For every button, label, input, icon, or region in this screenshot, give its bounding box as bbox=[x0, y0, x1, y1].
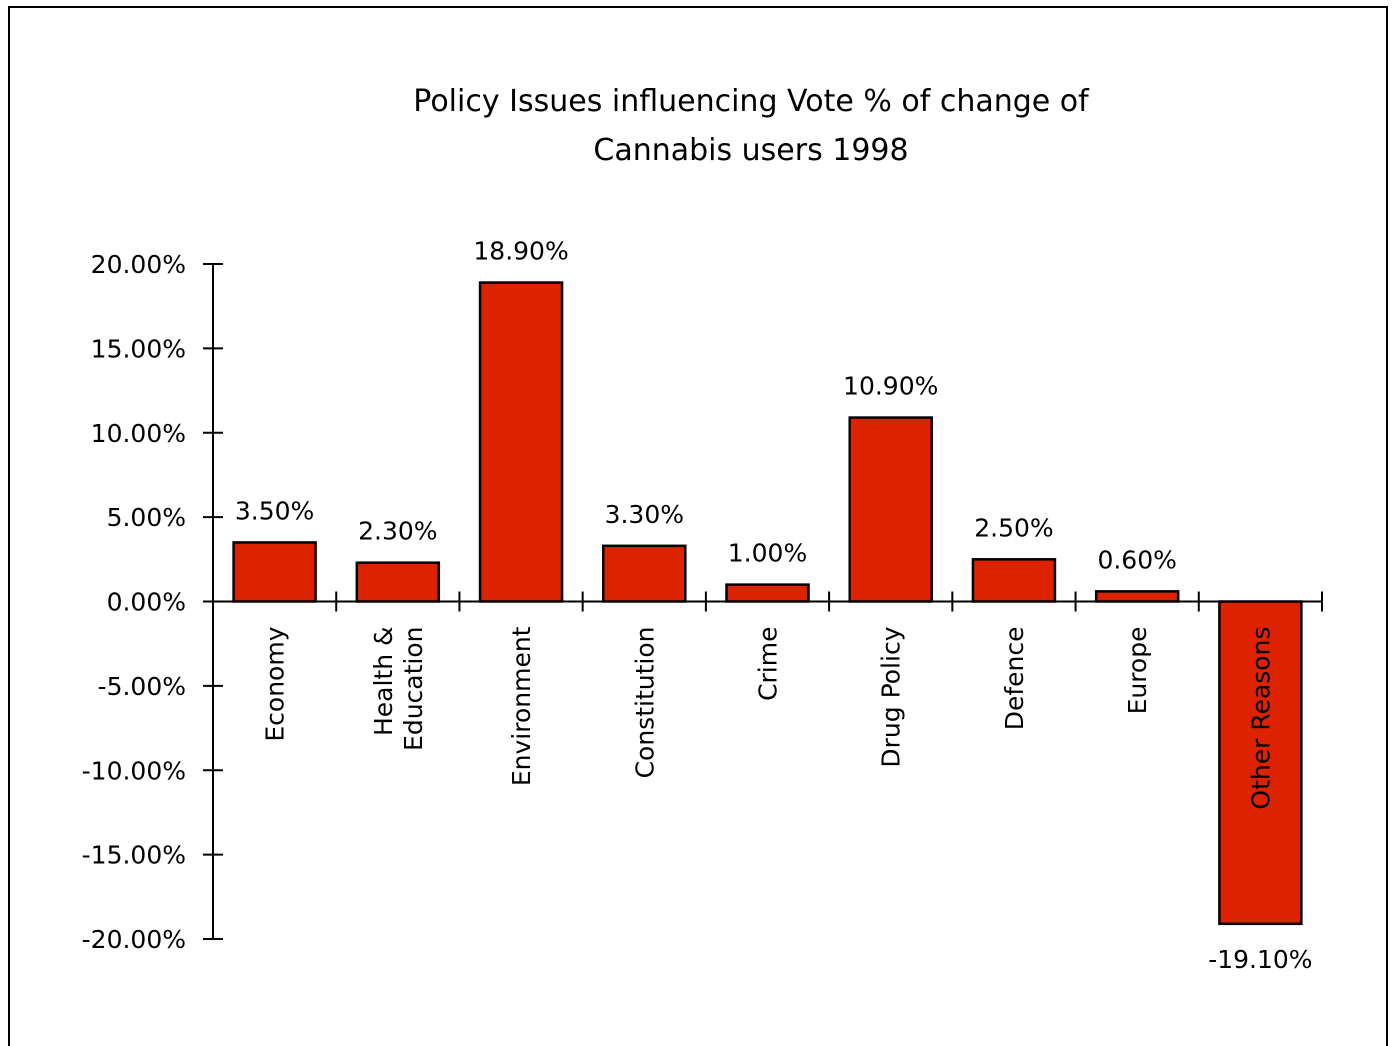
x-axis: Economy Health & Education Environment Const… bbox=[213, 591, 1323, 810]
x-category-label: Defence bbox=[1000, 627, 1029, 731]
bar bbox=[1094, 590, 1180, 603]
y-tick-label: 15.00% bbox=[91, 334, 186, 363]
chart-title: Policy Issues influencing Vote % of chan… bbox=[413, 84, 1090, 168]
data-label: 3.50% bbox=[235, 496, 314, 525]
x-category-label: Education bbox=[399, 627, 428, 751]
data-label: -19.10% bbox=[1208, 945, 1312, 974]
x-category-label: Economy bbox=[261, 626, 290, 741]
bar bbox=[478, 281, 564, 603]
bar bbox=[602, 544, 687, 603]
chart-title-line: Policy Issues influencing Vote % of chan… bbox=[413, 84, 1090, 119]
data-label: 2.30% bbox=[358, 517, 437, 546]
y-tick-label: -20.00% bbox=[82, 925, 186, 954]
y-tick-label: 0.00% bbox=[107, 588, 186, 617]
y-tick-label: 10.00% bbox=[91, 419, 186, 448]
data-label: 1.00% bbox=[728, 539, 807, 568]
y-tick-label: 5.00% bbox=[107, 503, 186, 532]
chart-frame bbox=[8, 6, 1388, 1046]
y-axis: 20.00% 15.00% 10.00% 5.00% 0.00% -5.00% -10.00… bbox=[82, 250, 223, 954]
x-category-label: Drug Policy bbox=[877, 626, 906, 767]
bar bbox=[848, 416, 933, 603]
bars: 3.50% 2.30% 18.90% 3.30% 1.00% 10.90% 2.50% 0.6… bbox=[232, 237, 1313, 974]
x-category-label: Europe bbox=[1123, 627, 1152, 715]
data-label: 3.30% bbox=[605, 500, 684, 529]
y-tick-label: -15.00% bbox=[82, 841, 186, 870]
data-label: 2.50% bbox=[974, 513, 1053, 542]
x-category-label: Constitution bbox=[630, 627, 659, 779]
y-tick-label: 20.00% bbox=[91, 250, 186, 279]
data-label: 18.90% bbox=[473, 237, 568, 266]
x-category-label: Crime bbox=[754, 627, 783, 701]
bar bbox=[355, 561, 441, 603]
bar bbox=[232, 541, 317, 603]
bar bbox=[725, 583, 810, 603]
bar bbox=[1218, 600, 1303, 926]
data-label: 0.60% bbox=[1097, 545, 1176, 574]
x-category-label: Other Reasons bbox=[1246, 627, 1275, 810]
chart-title-line: Cannabis users 1998 bbox=[593, 133, 908, 168]
y-tick-label: -10.00% bbox=[82, 756, 186, 785]
x-category-label: Environment bbox=[507, 626, 536, 786]
y-tick-label: -5.00% bbox=[98, 672, 186, 701]
data-label: 10.90% bbox=[843, 372, 938, 401]
x-category-label: Health & bbox=[369, 627, 398, 737]
bar bbox=[971, 558, 1057, 603]
